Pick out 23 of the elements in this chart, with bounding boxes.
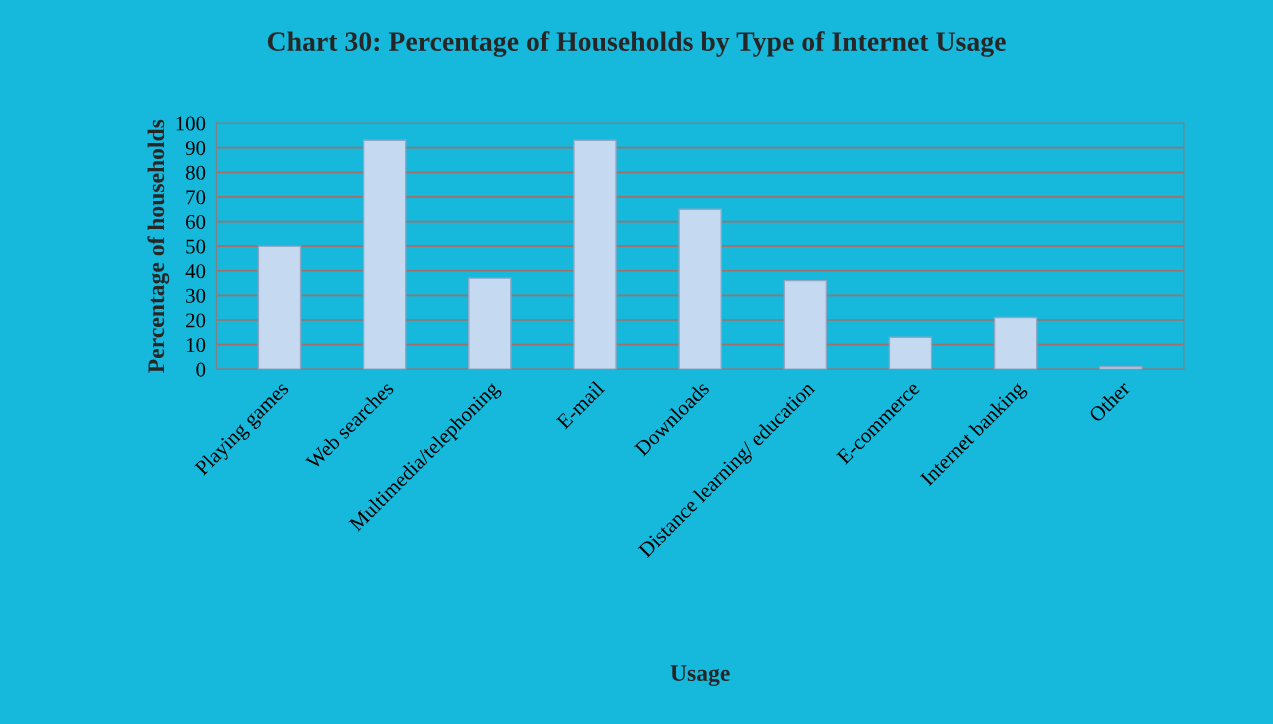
y-tick-label: 20 [186, 313, 206, 328]
y-tick-label: 40 [185, 264, 206, 279]
bar [362, 139, 407, 370]
y-tick-label: 70 [186, 190, 206, 205]
bar [678, 208, 722, 370]
y-tick-label: 50 [186, 239, 206, 254]
y-tick-label: 0 [196, 362, 206, 377]
bar [468, 277, 512, 370]
chart-title: Chart 30: Percentage of Households by Type of Internet Usage [267, 31, 1006, 57]
y-axis-title: Percentage of households [147, 119, 170, 373]
bar [888, 336, 933, 370]
bar [993, 316, 1038, 370]
y-tick-label: 30 [186, 288, 206, 303]
bar [783, 279, 828, 370]
y-tick-label: 100 [176, 116, 206, 131]
y-tick-label: 80 [185, 165, 206, 180]
bar [257, 245, 302, 370]
y-tick-label: 60 [186, 214, 206, 229]
bar [1099, 366, 1143, 370]
y-tick-label: 10 [186, 338, 206, 353]
bar [573, 139, 617, 370]
x-axis-title: Usage [670, 665, 730, 687]
y-tick-label: 90 [185, 141, 206, 156]
